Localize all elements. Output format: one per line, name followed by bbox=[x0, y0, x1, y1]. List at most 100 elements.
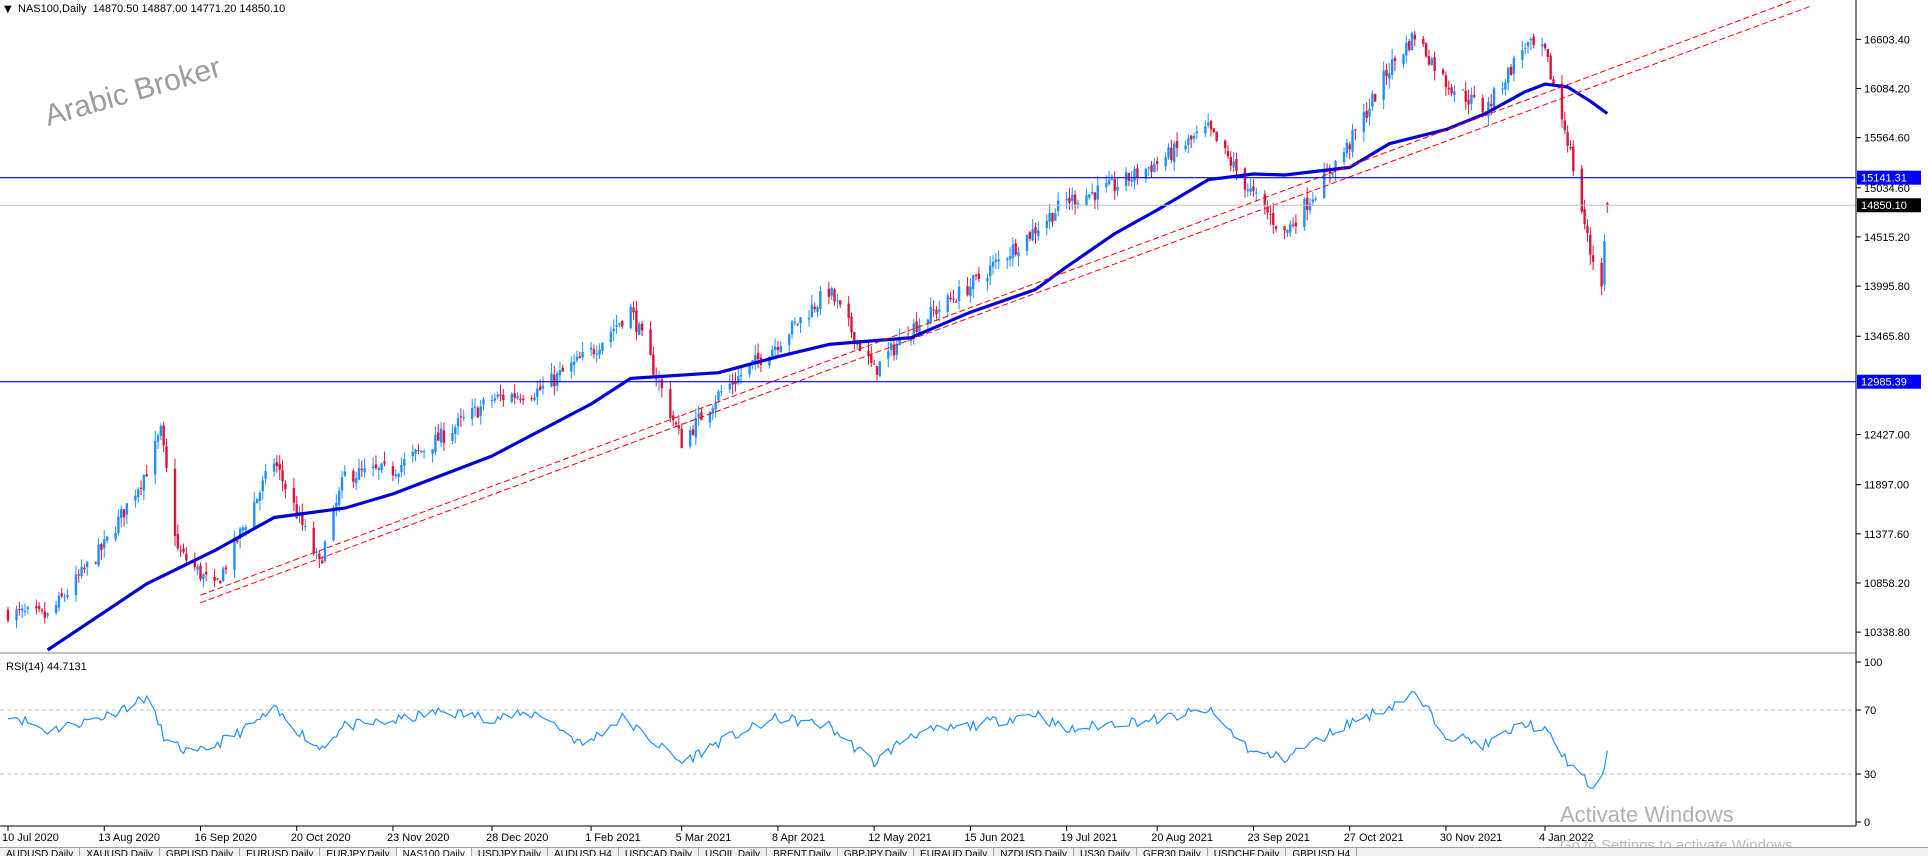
candle-body bbox=[1569, 146, 1572, 149]
candle-body bbox=[493, 398, 497, 401]
candle-body bbox=[1076, 203, 1080, 205]
chart-tab[interactable]: NAS100,Daily bbox=[396, 848, 472, 856]
candle-body bbox=[202, 574, 205, 580]
chart-tab[interactable]: BRENT,Daily bbox=[767, 848, 838, 856]
chart-tab[interactable]: EURAUD,Daily bbox=[914, 848, 995, 856]
candle-body bbox=[1413, 34, 1416, 40]
candle-body bbox=[918, 324, 921, 334]
candle-body bbox=[502, 395, 505, 401]
candle-body bbox=[499, 394, 502, 396]
trend-line[interactable] bbox=[200, 5, 1813, 604]
activate-windows-subtitle: Go to Settings to activate Windows. bbox=[1560, 837, 1797, 847]
candle-body bbox=[660, 379, 664, 389]
candle-body bbox=[838, 300, 842, 305]
candle-body bbox=[969, 286, 972, 296]
candle-body bbox=[1068, 197, 1071, 203]
candle-body bbox=[1422, 38, 1425, 45]
candle-body bbox=[1266, 207, 1269, 213]
candle-body bbox=[677, 425, 681, 429]
candle-body bbox=[807, 317, 811, 320]
candle-body bbox=[6, 609, 10, 621]
candle-body bbox=[870, 354, 873, 363]
candle-body bbox=[1017, 251, 1020, 257]
candle-body bbox=[1362, 112, 1366, 132]
candle-body bbox=[1563, 120, 1567, 131]
candle-body bbox=[1071, 194, 1074, 201]
candle-body bbox=[1005, 258, 1009, 261]
candle-body bbox=[1008, 255, 1012, 260]
candle-body bbox=[1473, 94, 1476, 97]
candle-body bbox=[1365, 110, 1368, 119]
candle-body bbox=[1073, 194, 1077, 205]
candle-body bbox=[114, 532, 117, 540]
candle-body bbox=[281, 469, 284, 482]
candle-body bbox=[1037, 230, 1040, 237]
candle-body bbox=[1546, 49, 1550, 57]
candle-body bbox=[1229, 156, 1233, 166]
candle-body bbox=[1195, 131, 1199, 134]
candle-body bbox=[521, 398, 525, 401]
chart-tab[interactable]: US30,Daily bbox=[1074, 848, 1137, 856]
candle-body bbox=[159, 425, 163, 436]
candle-body bbox=[1116, 186, 1119, 191]
chart-tab[interactable]: GBPUSD,H4 bbox=[1286, 848, 1358, 856]
horizontal-levels[interactable]: 15141.31 14850.10 12985.39 bbox=[0, 170, 1921, 389]
candle-body bbox=[1572, 146, 1575, 172]
chart-tab[interactable]: AUDUSD,H4 bbox=[548, 848, 619, 856]
chart-tab[interactable]: USOIL,Daily bbox=[699, 848, 768, 856]
chart-tab[interactable]: EURJPY,Daily bbox=[320, 848, 397, 856]
chart-tab[interactable]: GBPUSD,Daily bbox=[160, 848, 241, 856]
candle-body bbox=[244, 527, 247, 530]
candle-body bbox=[1156, 161, 1159, 164]
candle-body bbox=[997, 259, 1000, 262]
candle-body bbox=[1591, 255, 1595, 262]
candle-body bbox=[1105, 182, 1108, 188]
chart-tab[interactable]: USDJPY,Daily bbox=[472, 848, 549, 856]
candle-body bbox=[994, 259, 998, 262]
candle-body bbox=[533, 397, 536, 400]
chart-tab[interactable]: AUDUSD,Daily bbox=[0, 848, 81, 856]
candle-body bbox=[1172, 143, 1176, 162]
candle-body bbox=[926, 319, 930, 324]
candle-body bbox=[581, 352, 584, 358]
trend-line[interactable] bbox=[200, 0, 1812, 596]
candle-body bbox=[1447, 87, 1450, 90]
candle-body bbox=[1291, 224, 1295, 226]
candle-body bbox=[23, 610, 27, 612]
trend-channel[interactable] bbox=[200, 0, 1813, 604]
time-tick-label: 1 Feb 2021 bbox=[585, 832, 641, 844]
price-tick-label: 15034.60 bbox=[1864, 183, 1910, 195]
candle-body bbox=[887, 351, 890, 359]
candle-body bbox=[1334, 161, 1337, 172]
symbol-dropdown-arrow[interactable]: ▼ bbox=[4, 4, 12, 15]
candle-body bbox=[1175, 140, 1179, 148]
chart-tab[interactable]: GBPJPY,Daily bbox=[838, 848, 915, 856]
candle-body bbox=[949, 297, 952, 300]
candle-body bbox=[411, 451, 414, 457]
candle-body bbox=[1543, 43, 1547, 49]
chart-tab[interactable]: EURUSD,Daily bbox=[240, 848, 321, 856]
time-tick-label: 23 Nov 2020 bbox=[387, 832, 449, 844]
chart-tab[interactable]: GER30,Daily bbox=[1137, 848, 1208, 856]
price-axis: 16603.40 16084.20 15564.60 15034.60 14515.20… bbox=[1856, 34, 1910, 639]
candle-body bbox=[570, 362, 573, 372]
candle-body bbox=[819, 291, 822, 310]
candle-body bbox=[352, 470, 355, 482]
candle-body bbox=[714, 402, 717, 410]
time-tick-label: 8 Apr 2021 bbox=[772, 832, 825, 844]
candle-body bbox=[1246, 189, 1249, 192]
candle-body bbox=[1560, 83, 1564, 120]
candle-body bbox=[434, 434, 437, 452]
candle-body bbox=[1269, 213, 1272, 215]
candle-body bbox=[1028, 232, 1032, 239]
candle-body bbox=[536, 388, 539, 397]
chart-tab[interactable]: XAUUSD,Daily bbox=[80, 848, 160, 856]
candle-body bbox=[898, 337, 901, 346]
candle-body bbox=[40, 609, 44, 611]
chart-tab[interactable]: NZDUSD,Daily bbox=[994, 848, 1074, 856]
candle-body bbox=[391, 466, 395, 476]
chart-tab[interactable]: USDCAD,Daily bbox=[619, 848, 700, 856]
chart-tab[interactable]: USDCHF,Daily bbox=[1208, 848, 1287, 856]
candle-body bbox=[1025, 234, 1029, 252]
